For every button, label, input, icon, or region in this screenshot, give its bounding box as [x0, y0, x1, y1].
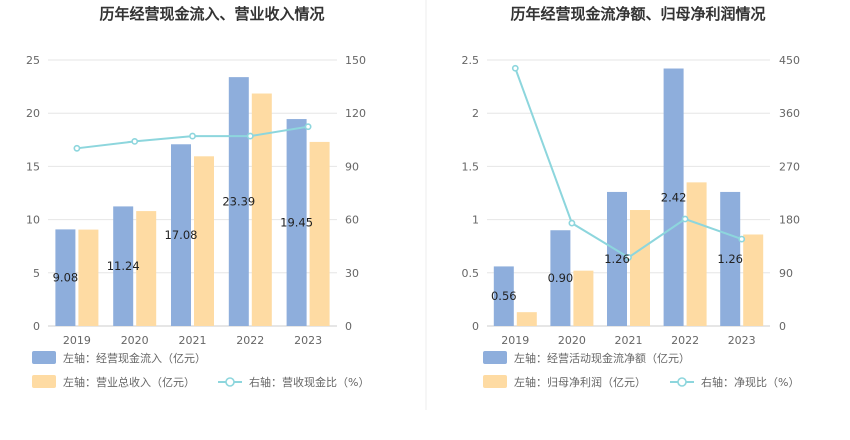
- legend-swatch-point: [677, 377, 687, 387]
- ratio-point-2023: [738, 235, 746, 243]
- x-tick-label: 2020: [121, 334, 149, 347]
- bar-primary-2022: [663, 68, 684, 327]
- bar-data-label: 0.56: [491, 289, 517, 303]
- y-tick-label: 10: [26, 214, 40, 227]
- ratio-point-2022: [681, 215, 689, 223]
- y-tick-label: 0: [33, 320, 40, 333]
- x-tick-label: 2023: [728, 334, 756, 347]
- bar-secondary-2022: [251, 93, 272, 327]
- bar-primary-2022: [228, 77, 249, 326]
- bar-data-label: 17.08: [165, 228, 198, 242]
- y-tick-label: 1.5: [462, 160, 480, 173]
- chart-panel-1: 历年经营现金流入、营业收入情况 0 5 10 15 20 25 0 30 60 90 120 150 20…: [26, 5, 369, 389]
- y2-tick-label: 90: [345, 160, 359, 173]
- y2-tick-label: 120: [345, 107, 366, 120]
- bar-primary-2020: [113, 206, 134, 326]
- bar-primary-2021: [607, 191, 627, 326]
- bar-primary-2021: [171, 144, 191, 326]
- x-tick-label: 2022: [236, 334, 264, 347]
- y2-tick-label: 0: [779, 320, 786, 333]
- chart-title: 历年经营现金流净额、归母净利润情况: [510, 5, 765, 23]
- y-tick-label: 15: [26, 160, 40, 173]
- y2-tick-label: 450: [779, 54, 800, 67]
- x-tick-label: 2023: [294, 334, 322, 347]
- legend-item-2: 左轴：归母净利润（亿元）: [483, 375, 646, 389]
- ratio-point-2020: [568, 219, 576, 227]
- bar-primary-2020: [550, 230, 571, 326]
- bar-secondary-2019: [78, 229, 99, 326]
- legend-swatch-bar-primary: [483, 351, 507, 364]
- y-tick-label: 0: [472, 320, 479, 333]
- bar-data-label: 2.42: [661, 190, 687, 204]
- y-tick-label: 1: [472, 214, 479, 227]
- y-tick-label: 0.5: [462, 267, 480, 280]
- x-tick-label: 2022: [671, 334, 699, 347]
- chart-panel-2: 历年经营现金流净额、归母净利润情况 0 0.5 1 1.5 2 2.5 0 90 180 270 36…: [462, 5, 801, 389]
- legend-label: 左轴：营业总收入（亿元）: [63, 375, 195, 389]
- x-tick-label: 2019: [63, 334, 91, 347]
- bar-data-label: 1.26: [604, 252, 630, 266]
- x-tick-label: 2021: [615, 334, 643, 347]
- legend-swatch-point: [225, 377, 235, 387]
- bar-primary-2023: [720, 191, 741, 326]
- legend-label: 左轴：经营现金流入（亿元）: [63, 351, 206, 365]
- bar-primary-2023: [286, 119, 307, 326]
- bar-secondary-2021: [194, 156, 214, 326]
- legend-swatch-bar-secondary: [483, 375, 507, 388]
- legend-label: 左轴：经营活动现金流净额（亿元）: [514, 351, 690, 365]
- bar-primary-2019: [55, 229, 76, 326]
- ratio-point-2020: [131, 137, 139, 145]
- legend-swatch-bar-primary: [32, 351, 56, 364]
- y2-tick-label: 150: [345, 54, 366, 67]
- ratio-point-2021: [625, 254, 632, 261]
- bar-secondary-2020: [136, 211, 157, 326]
- ratio-point-2022: [246, 132, 254, 140]
- bar-primary-2019: [493, 266, 514, 326]
- legend-item-3: 右轴：营收现金比（%）: [218, 375, 369, 389]
- bar-data-label: 1.26: [717, 252, 743, 266]
- bar-secondary-2023: [743, 234, 764, 326]
- ratio-point-2019: [73, 144, 81, 152]
- legend-label: 左轴：归母净利润（亿元）: [514, 375, 646, 389]
- y-tick-label: 20: [26, 107, 40, 120]
- x-tick-label: 2019: [501, 334, 529, 347]
- y2-tick-label: 0: [345, 320, 352, 333]
- chart-title: 历年经营现金流入、营业收入情况: [99, 5, 324, 23]
- bar-data-label: 23.39: [222, 195, 255, 209]
- bar-secondary-2019: [516, 312, 537, 326]
- y2-tick-label: 60: [345, 214, 359, 227]
- ratio-line: [514, 67, 743, 259]
- bar-secondary-2023: [309, 141, 330, 326]
- bar-data-label: 9.08: [53, 271, 79, 285]
- y2-tick-label: 30: [345, 267, 359, 280]
- y2-tick-label: 270: [779, 160, 800, 173]
- legend-item-1: 左轴：经营现金流入（亿元）: [32, 351, 206, 365]
- y2-tick-label: 360: [779, 107, 800, 120]
- bar-secondary-2022: [686, 182, 707, 326]
- bar-secondary-2020: [573, 270, 594, 326]
- ratio-point-2021: [189, 132, 196, 140]
- legend-item-1: 左轴：经营活动现金流净额（亿元）: [483, 351, 690, 365]
- x-tick-label: 2020: [558, 334, 586, 347]
- legend-swatch-bar-secondary: [32, 375, 56, 388]
- y-tick-label: 5: [33, 267, 40, 280]
- bar-data-label: 19.45: [280, 216, 313, 230]
- legend-label: 右轴：营收现金比（%）: [249, 375, 369, 389]
- y-tick-label: 2.5: [462, 54, 480, 67]
- legend-label: 右轴：净现比（%）: [701, 375, 799, 389]
- ratio-point-2019: [511, 64, 519, 72]
- bar-data-label: 0.90: [548, 271, 574, 285]
- x-tick-label: 2021: [179, 334, 207, 347]
- y2-tick-label: 90: [779, 267, 793, 280]
- legend-item-2: 左轴：营业总收入（亿元）: [32, 375, 195, 389]
- bar-data-label: 11.24: [107, 259, 140, 273]
- bar-secondary-2021: [630, 210, 650, 326]
- ratio-point-2023: [304, 123, 312, 131]
- y-tick-label: 2: [472, 107, 479, 120]
- legend-item-3: 右轴：净现比（%）: [670, 375, 799, 389]
- y2-tick-label: 180: [779, 214, 800, 227]
- y-tick-label: 25: [26, 54, 40, 67]
